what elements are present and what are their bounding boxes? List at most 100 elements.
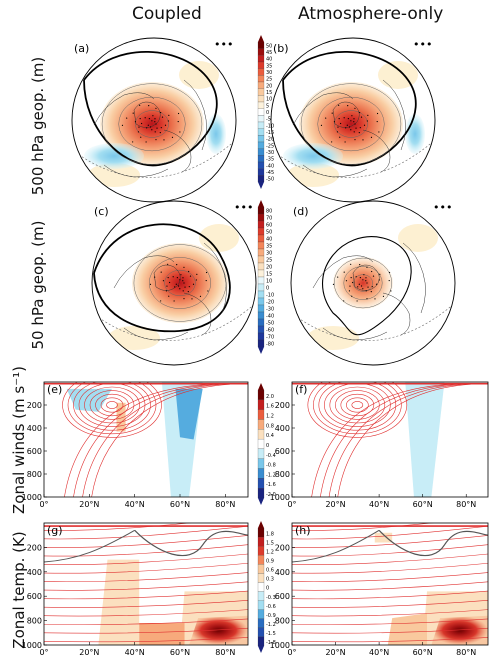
- colorbar-swatch: [257, 297, 265, 306]
- colorbar-swatch: [257, 81, 265, 89]
- temperature-contour: [44, 600, 248, 608]
- negative-anomaly-pacific: [84, 143, 144, 169]
- panel-frame: [43, 522, 249, 646]
- temperature-contour: [292, 553, 488, 565]
- x-tick-label: 40°N: [369, 500, 389, 509]
- colorbar-swatch: [257, 227, 265, 236]
- x-tick-label: 60°N: [170, 648, 190, 657]
- temperature-contour: [44, 618, 248, 625]
- coastline: [362, 129, 391, 173]
- significance-dot: [155, 107, 157, 109]
- significance-dot: [337, 126, 339, 128]
- colorbar-tick: 1.2: [266, 549, 274, 555]
- significance-dot: [362, 139, 364, 141]
- anomaly-contour: [353, 274, 373, 292]
- significance-dot: [189, 275, 192, 277]
- neutral-contour: [378, 529, 488, 557]
- zero-contour: [282, 50, 417, 167]
- x-tick-label: 0°: [39, 648, 48, 657]
- x-tick-label: 0°: [287, 500, 296, 509]
- colorbar-swatch: [257, 241, 265, 250]
- significance-dot: [147, 124, 149, 126]
- significance-dot: [338, 118, 340, 120]
- significance-dot: [167, 120, 169, 122]
- colorbar-tick: 15: [266, 90, 272, 96]
- y-tick-label: 400: [27, 424, 42, 433]
- significance-dot: [188, 286, 190, 288]
- weak-anomaly-patch: [398, 224, 438, 252]
- jet-contour: [318, 382, 397, 431]
- colorbar-swatch: [257, 332, 265, 341]
- colorbar-swatch: [257, 101, 265, 109]
- colorbar-swatch: [257, 304, 265, 313]
- jet-contour: [95, 393, 129, 417]
- colorbar-tick: -60: [266, 328, 274, 334]
- colorbar-tick: 25: [266, 77, 272, 83]
- colorbar-tick: 10: [266, 97, 272, 103]
- colorbar-swatch: [257, 478, 265, 489]
- jet-contour: [307, 382, 408, 438]
- significance-dot: [365, 290, 367, 292]
- colorbar-tick: 1.8: [266, 531, 274, 537]
- temperature-contour: [44, 627, 248, 634]
- significance-dot: [378, 131, 380, 133]
- significance-dot: [337, 276, 339, 278]
- significance-dot: [359, 277, 361, 279]
- positive-anomaly: [333, 257, 393, 309]
- temperature-contour: [292, 525, 488, 540]
- significance-dot: [339, 136, 341, 138]
- colorbar-tick: 0: [266, 586, 269, 592]
- temperature-contour: [292, 544, 488, 557]
- temperature-contour: [44, 637, 248, 643]
- jet-contour: [340, 393, 375, 417]
- colorbar-tick: -80: [266, 342, 274, 348]
- significance-dot: [167, 277, 169, 279]
- x-tick-label: 60°N: [170, 500, 190, 509]
- map-panel-b: [270, 37, 436, 203]
- significance-dot: [155, 123, 157, 125]
- significance-dot: [344, 141, 346, 143]
- latp-panel-3: 0° 20°N 40°N 60°N 80°N 200 400 600 800 1000 (h): [270, 522, 489, 657]
- colorbar-swatch: [257, 429, 265, 440]
- colorbar-tick: 10: [266, 279, 272, 285]
- colorbar-swatch: [257, 255, 265, 264]
- significance-dot: [139, 104, 141, 106]
- colorbar-tick: 30: [266, 70, 272, 76]
- neutral-contour: [292, 529, 380, 563]
- y-tick-label: 800: [27, 617, 42, 626]
- colorbar-swatch: [257, 318, 265, 327]
- colorbar-tick: 50: [266, 43, 272, 49]
- significance-dot: [359, 264, 361, 266]
- negative-contour: [291, 302, 455, 341]
- colorbar-tick: 35: [266, 63, 272, 69]
- negative-anomaly-pacific: [283, 143, 343, 169]
- colorbar-tick: 0: [266, 110, 269, 116]
- significance-dot: [331, 141, 333, 143]
- colorbar-tick: 30: [266, 251, 272, 257]
- dots-marker: •••: [413, 38, 432, 51]
- colorbar-arrow-top: [258, 521, 264, 528]
- dots-marker: •••: [433, 201, 452, 214]
- temperature-contour: [292, 535, 488, 548]
- significance-dot: [156, 127, 158, 129]
- coastline: [382, 79, 406, 151]
- y-tick-label: 400: [275, 568, 290, 577]
- coastline: [302, 164, 368, 178]
- significance-dot: [360, 116, 363, 118]
- colorbar-arrow-top: [258, 383, 264, 390]
- significance-dot: [374, 298, 376, 300]
- neutral-contour: [134, 529, 248, 557]
- colorbar-swatch: [257, 108, 265, 116]
- colorbar-swatch: [257, 600, 265, 610]
- significance-dot: [346, 124, 348, 126]
- panel-label: (g): [47, 524, 63, 537]
- significance-dot: [376, 112, 379, 115]
- temperature-contour: [292, 618, 488, 625]
- significance-dot: [351, 115, 353, 117]
- warm-anomaly-upper: [374, 532, 393, 543]
- jet-contour: [73, 382, 151, 431]
- significance-dot: [176, 277, 178, 279]
- y-tick-label: 200: [275, 401, 290, 410]
- significance-dot: [182, 280, 184, 282]
- significance-dot: [332, 283, 335, 285]
